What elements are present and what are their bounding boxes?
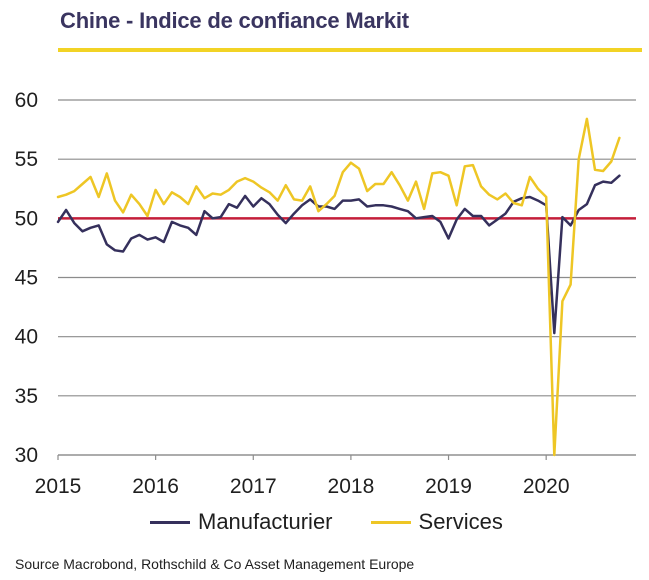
y-tick-label: 35 <box>15 385 38 408</box>
x-tick-label: 2020 <box>523 475 570 498</box>
line-chart: 30 35 40 45 50 55 60 2015 2016 2017 2018 2019 2020 <box>15 89 636 498</box>
y-tick-label: 30 <box>15 444 38 467</box>
series-line-services <box>56 117 621 457</box>
legend: Manufacturier Services <box>150 509 541 535</box>
series-lines <box>56 117 621 457</box>
y-tick-label: 50 <box>15 207 38 230</box>
x-tick-label: 2018 <box>328 475 375 498</box>
x-tick-label: 2017 <box>230 475 277 498</box>
chart-title: Chine - Indice de confiance Markit <box>60 8 409 33</box>
legend-item-manufacturier[interactable]: Manufacturier <box>150 509 333 535</box>
y-axis-ticks: 30 35 40 45 50 55 60 <box>15 89 38 467</box>
source-note: Source Macrobond, Rothschild & Co Asset … <box>15 556 415 572</box>
x-tick-label: 2015 <box>35 475 82 498</box>
y-tick-label: 55 <box>15 148 38 171</box>
title-underline <box>58 48 642 52</box>
legend-label-manufacturier: Manufacturier <box>198 509 333 534</box>
x-tick-label: 2019 <box>425 475 472 498</box>
x-axis-ticks: 2015 2016 2017 2018 2019 2020 <box>35 455 570 498</box>
x-tick-label: 2016 <box>132 475 179 498</box>
legend-label-services: Services <box>418 509 503 534</box>
legend-swatch-services <box>370 520 411 524</box>
legend-item-services[interactable]: Services <box>370 509 503 535</box>
series-line-manufacturier <box>56 174 621 335</box>
y-tick-label: 40 <box>15 326 38 349</box>
y-tick-label: 45 <box>15 267 38 290</box>
gridlines <box>58 99 636 456</box>
y-tick-label: 60 <box>15 89 38 112</box>
legend-swatch-manufacturier <box>150 520 190 524</box>
